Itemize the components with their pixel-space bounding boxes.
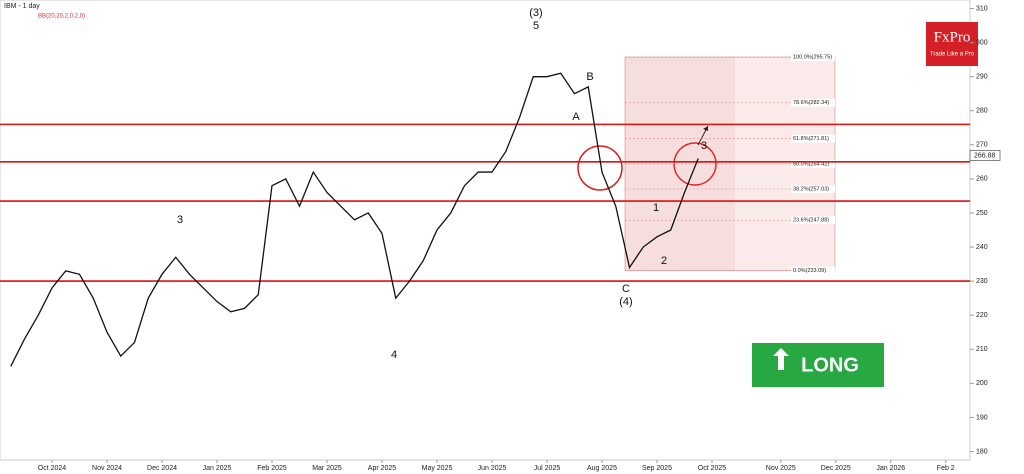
chart-title: IBM - 1 day xyxy=(4,3,40,10)
fib-label: 61.8%(271.81) xyxy=(793,136,829,142)
signal-text: LONG xyxy=(801,354,859,376)
x-tick-label: Apr 2025 xyxy=(368,465,397,472)
wave-label: 2 xyxy=(661,255,667,267)
price-marker-label: 266.88 xyxy=(974,152,996,159)
fib-label-bg xyxy=(791,98,835,107)
x-tick-label: May 2025 xyxy=(422,465,453,472)
x-tick-label: Nov 2025 xyxy=(766,465,796,472)
signal-badge xyxy=(752,343,884,387)
highlight-circle xyxy=(577,145,623,191)
wave-label: A xyxy=(572,111,580,123)
x-tick-label: Oct 2025 xyxy=(698,465,727,472)
x-tick-label: Nov 2024 xyxy=(92,465,122,472)
y-tick-label: 220 xyxy=(976,312,988,319)
logo-text: FxPro xyxy=(934,29,971,45)
fib-label-bg xyxy=(791,159,835,168)
fib-zone-inner xyxy=(625,57,735,271)
x-tick-label: Jun 2025 xyxy=(478,465,507,472)
fib-label-bg xyxy=(791,185,835,194)
indicator-label: BB(20,20,2,0,2,0) xyxy=(38,14,85,20)
wave-label: (3) xyxy=(529,7,542,19)
y-tick-label: 250 xyxy=(976,210,988,217)
fib-label-bg xyxy=(791,266,835,275)
y-tick-label: 200 xyxy=(976,380,988,387)
price-line xyxy=(10,72,699,367)
fib-label-bg xyxy=(791,134,835,143)
y-tick-label: 180 xyxy=(976,448,988,455)
fib-label: 38.2%(257.03) xyxy=(793,186,829,192)
x-tick-label: Jan 2026 xyxy=(876,465,905,472)
price-marker xyxy=(969,150,1001,161)
y-tick-label: 310 xyxy=(976,5,988,12)
wave-label: 3 xyxy=(177,214,183,226)
x-tick-label: Feb 2025 xyxy=(257,465,287,472)
wave-label: 4 xyxy=(391,349,397,361)
logo xyxy=(926,22,978,66)
y-tick-label: 190 xyxy=(976,414,988,421)
y-tick-label: 240 xyxy=(976,244,988,251)
x-tick-label: Oct 2024 xyxy=(38,465,67,472)
y-tick-label: 270 xyxy=(976,142,988,149)
x-tick-label: Mar 2025 xyxy=(312,465,342,472)
fib-label: 100.0%(295.75) xyxy=(793,55,832,61)
logo-tagline: Trade Like a Pro xyxy=(930,52,975,58)
wave-label: (4) xyxy=(619,296,632,308)
y-tick-label: 300 xyxy=(976,39,988,46)
x-tick-label: Dec 2024 xyxy=(147,465,177,472)
y-tick-label: 280 xyxy=(976,108,988,115)
fib-label-bg xyxy=(791,216,835,225)
signal-arrow xyxy=(773,348,789,370)
x-tick-label: Jan 2025 xyxy=(203,465,232,472)
wave-label: 1 xyxy=(653,202,659,214)
x-tick-label: Jul 2025 xyxy=(534,465,561,472)
fib-label: 0.0%(233.09) xyxy=(793,268,826,274)
arrow-head xyxy=(703,126,708,131)
wave-label: B xyxy=(586,71,593,83)
y-tick-label: 290 xyxy=(976,74,988,81)
fib-label: 23.6%(247.88) xyxy=(793,218,829,224)
fib-label: 50.0%(264.42) xyxy=(793,161,829,167)
y-tick-label: 230 xyxy=(976,278,988,285)
x-tick-label: Sep 2025 xyxy=(642,465,672,472)
x-tick-label: Dec 2025 xyxy=(821,465,851,472)
x-tick-label: Aug 2025 xyxy=(587,465,617,472)
wave-label: 5 xyxy=(533,20,539,32)
wave-label: 3 xyxy=(701,140,707,152)
y-tick-label: 260 xyxy=(976,176,988,183)
wave-label: C xyxy=(622,283,630,295)
y-tick-label: 210 xyxy=(976,346,988,353)
fib-label: 78.6%(282.34) xyxy=(793,100,829,106)
fib-label-bg xyxy=(791,53,835,62)
x-tick-label: Feb 2 xyxy=(937,465,955,472)
